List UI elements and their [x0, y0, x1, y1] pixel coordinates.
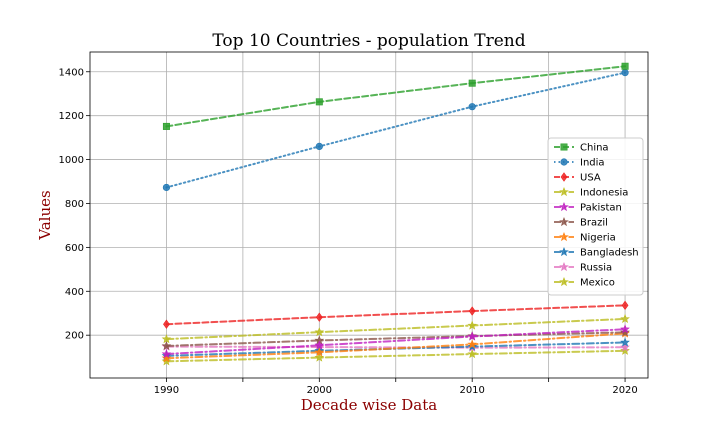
series-line-mexico: [165, 349, 627, 363]
series-indonesia: [161, 313, 630, 344]
data-point-usa: [468, 306, 476, 316]
series-line-indonesia: [165, 317, 627, 341]
legend-item-nigeria: Nigeria: [554, 231, 616, 244]
axis-ticks: 1990 2000 2010 2020 200 400 600 800 1000 1200 1400: [59, 67, 638, 396]
data-point-mexico: [314, 352, 325, 362]
y-tick-label: 1400: [59, 67, 84, 78]
data-point-pakistan: [161, 349, 172, 359]
data-point-china: [162, 122, 170, 130]
series-line-russia: [165, 345, 627, 349]
legend-marker-pakistan: [559, 201, 569, 212]
series-line-brazil: [165, 331, 627, 347]
data-point-pakistan: [620, 324, 630, 334]
data-point-pakistan: [314, 340, 325, 350]
legend-item-indonesia: Indonesia: [554, 186, 628, 199]
series-line-nigeria: [165, 332, 627, 360]
data-point-china: [315, 98, 323, 106]
data-point-mexico: [467, 349, 477, 359]
legend-item-brazil: Brazil: [554, 216, 608, 229]
data-point-mexico: [161, 356, 172, 366]
y-axis-label: Values: [36, 190, 54, 240]
y-tick-label: 200: [65, 331, 84, 342]
legend-item-india: India: [554, 158, 605, 169]
legend-marker-usa: [560, 172, 568, 182]
x-tick-label: 2010: [459, 385, 484, 396]
legend-label-indonesia: Indonesia: [580, 188, 628, 199]
data-point-nigeria: [314, 347, 325, 357]
legend-marker-bangladesh: [559, 246, 569, 257]
y-tick-label: 1000: [59, 155, 84, 166]
legend-label-usa: USA: [580, 173, 601, 184]
data-point-bangladesh: [620, 337, 630, 347]
series-layer: [161, 62, 630, 366]
data-point-indonesia: [620, 313, 630, 324]
legend-item-russia: Russia: [554, 261, 612, 274]
data-point-nigeria: [467, 339, 477, 349]
legend-marker-nigeria: [559, 231, 569, 242]
x-tick-label: 2020: [612, 385, 637, 396]
legend-marker-brazil: [559, 216, 569, 227]
legend-item-bangladesh: Bangladesh: [554, 246, 639, 259]
series-india: [162, 69, 629, 192]
legend-label-pakistan: Pakistan: [580, 203, 622, 214]
data-point-china: [468, 79, 476, 87]
legend: China India USA Indonesia Pakistan Brazil Nige…: [547, 137, 644, 296]
legend-box: [547, 137, 644, 296]
legend-item-usa: USA: [554, 172, 601, 184]
data-point-brazil: [161, 340, 172, 351]
data-point-india: [315, 142, 323, 150]
data-point-russia: [620, 342, 630, 352]
legend-label-india: India: [580, 158, 605, 169]
data-point-nigeria: [161, 353, 172, 363]
legend-label-nigeria: Nigeria: [580, 233, 616, 244]
data-point-india: [162, 183, 171, 192]
y-tick-label: 400: [65, 287, 84, 298]
legend-marker-russia: [559, 261, 569, 272]
data-point-usa: [621, 300, 629, 311]
data-point-indonesia: [467, 320, 477, 330]
y-tick-label: 1200: [59, 111, 84, 122]
series-line-usa: [165, 304, 627, 326]
legend-marker-china: [560, 143, 568, 151]
x-tick-label: 1990: [154, 385, 179, 396]
series-pakistan: [161, 324, 630, 359]
legend-marker-indonesia: [559, 186, 569, 197]
y-tick-label: 600: [65, 243, 84, 254]
series-china: [162, 62, 629, 130]
data-point-indonesia: [314, 327, 325, 337]
data-point-china: [621, 62, 629, 70]
data-point-indonesia: [161, 334, 172, 344]
series-usa: [163, 300, 629, 329]
data-point-brazil: [620, 327, 630, 337]
legend-label-brazil: Brazil: [580, 218, 608, 229]
legend-label-russia: Russia: [580, 263, 612, 274]
data-point-usa: [163, 319, 170, 329]
series-line-pakistan: [165, 328, 627, 356]
legend-item-pakistan: Pakistan: [554, 201, 622, 214]
legend-label-mexico: Mexico: [580, 278, 615, 289]
data-point-usa: [315, 312, 323, 322]
y-tick-label: 800: [65, 199, 84, 210]
series-line-china: [165, 65, 627, 128]
legend-label-china: China: [580, 143, 609, 154]
data-point-pakistan: [467, 331, 477, 341]
legend-marker-mexico: [559, 276, 569, 287]
x-tick-label: 2000: [307, 385, 332, 396]
chart-title: Top 10 Countries - population Trend: [212, 31, 525, 51]
series-mexico: [161, 345, 630, 366]
data-point-india: [621, 69, 629, 77]
legend-item-mexico: Mexico: [554, 276, 615, 289]
data-point-india: [468, 103, 476, 111]
data-point-mexico: [620, 345, 630, 355]
legend-label-bangladesh: Bangladesh: [580, 248, 639, 259]
plot-area: [89, 51, 649, 379]
x-axis-label: Decade wise Data: [301, 396, 437, 414]
legend-marker-india: [560, 158, 568, 166]
legend-item-china: China: [554, 143, 609, 154]
